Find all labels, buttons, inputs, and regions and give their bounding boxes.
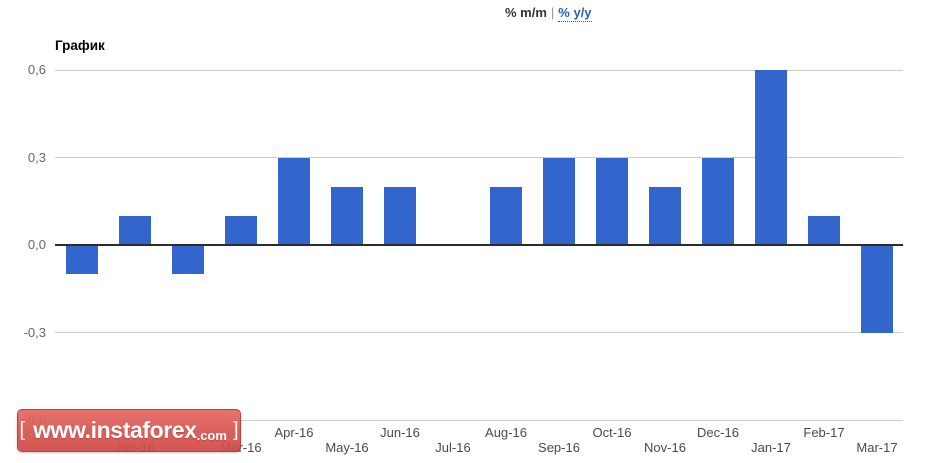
chart-title: График — [55, 38, 105, 53]
gridline — [55, 419, 903, 421]
bar-Mar-17[interactable] — [861, 246, 893, 333]
x-tick-label: May-16 — [325, 440, 369, 455]
watermark: [ www.instaforex .com ] — [17, 409, 241, 452]
x-tick-label: Jan-17 — [751, 440, 791, 455]
watermark-bracket-right: ] — [232, 419, 239, 441]
x-tick-label: Oct-16 — [592, 425, 632, 440]
watermark-domain: www.instaforex — [33, 417, 197, 443]
x-tick-label: Jul-16 — [435, 440, 471, 455]
bar-Mar-16[interactable] — [225, 215, 257, 245]
x-tick-label: Mar-17 — [856, 440, 898, 455]
bar-Sep-16[interactable] — [543, 157, 575, 245]
watermark-bracket-left: [ — [19, 419, 26, 441]
tab-mm[interactable]: % m/m — [505, 5, 547, 20]
x-tick-label: Dec-16 — [697, 425, 739, 440]
x-tick-label: Apr-16 — [274, 425, 314, 440]
tabs-separator: | — [550, 5, 555, 20]
bar-Aug-16[interactable] — [490, 186, 522, 245]
x-tick-label: Sep-16 — [538, 440, 580, 455]
y-tick-label: -0,3 — [23, 324, 46, 340]
x-tick-label: Aug-16 — [485, 425, 527, 440]
gridline — [55, 332, 903, 333]
zero-baseline — [55, 244, 903, 246]
bar-Jun-16[interactable] — [384, 186, 416, 245]
x-tick-label: Feb-17 — [803, 425, 845, 440]
bar-May-16[interactable] — [331, 186, 363, 245]
x-tick-label: Nov-16 — [644, 440, 686, 455]
bar-Nov-16[interactable] — [649, 186, 681, 245]
x-tick-label: Jun-16 — [380, 425, 420, 440]
y-tick-label: 0,6 — [27, 62, 46, 77]
bar-Dec-16[interactable] — [702, 157, 734, 245]
gridline — [55, 69, 903, 71]
gridline — [55, 157, 903, 158]
bar-Apr-16[interactable] — [278, 157, 310, 245]
bar-Feb-17[interactable] — [808, 215, 840, 245]
watermark-tld: .com — [196, 428, 227, 443]
bar-Oct-16[interactable] — [596, 157, 628, 245]
bar-index-0[interactable] — [66, 246, 98, 275]
tab-yy[interactable]: % y/y — [558, 5, 592, 22]
bar-Jan-16[interactable] — [119, 215, 151, 245]
y-tick-label: 0,0 — [27, 237, 46, 252]
bar-index-2[interactable] — [172, 246, 204, 275]
period-tabs: % m/m |% y/y — [505, 5, 592, 22]
y-tick-label: 0,3 — [27, 149, 46, 165]
bar-Jan-17[interactable] — [755, 70, 787, 245]
